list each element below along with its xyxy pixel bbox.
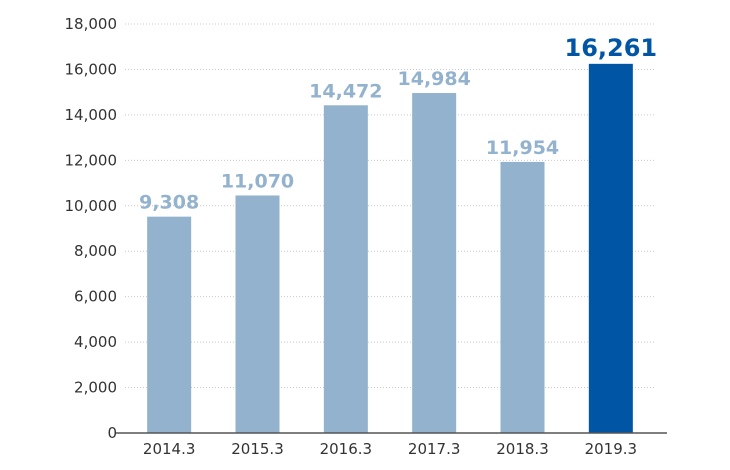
- bar: [323, 105, 368, 433]
- bar: [412, 93, 457, 433]
- bar-value-label: 9,308: [139, 192, 199, 214]
- label-layer: 0 2,000 4,000 6,000 8,000 10,000 12,000 14,000 1…: [65, 15, 658, 458]
- bar-value-label: 11,070: [221, 170, 294, 192]
- y-tick-label: 0: [107, 424, 117, 442]
- bar-value-label: 11,954: [486, 137, 559, 159]
- bar: [500, 161, 545, 433]
- x-tick-label: 2019.3: [585, 440, 638, 458]
- bar: [147, 216, 192, 433]
- y-tick-label: 14,000: [65, 106, 118, 124]
- x-tick-label: 2014.3: [143, 440, 196, 458]
- y-tick-label: 12,000: [65, 151, 118, 169]
- x-tick-label: 2018.3: [496, 440, 549, 458]
- y-tick-label: 8,000: [74, 242, 117, 260]
- y-tick-label: 2,000: [74, 379, 117, 397]
- x-tick-label: 2016.3: [320, 440, 373, 458]
- y-tick-label: 16,000: [65, 60, 118, 78]
- y-tick-label: 4,000: [74, 333, 117, 351]
- x-tick-label: 2017.3: [408, 440, 461, 458]
- bar: [588, 63, 633, 433]
- grid-layer: [125, 23, 655, 389]
- bar-value-label: 16,261: [565, 34, 658, 62]
- y-tick-label: 18,000: [65, 15, 118, 33]
- bar-value-label: 14,984: [398, 68, 471, 90]
- bar-value-label: 14,472: [309, 80, 382, 102]
- bar-layer: [147, 63, 633, 433]
- bar: [235, 195, 280, 433]
- x-tick-label: 2015.3: [231, 440, 284, 458]
- y-tick-label: 6,000: [74, 288, 117, 306]
- y-tick-label: 10,000: [65, 197, 118, 215]
